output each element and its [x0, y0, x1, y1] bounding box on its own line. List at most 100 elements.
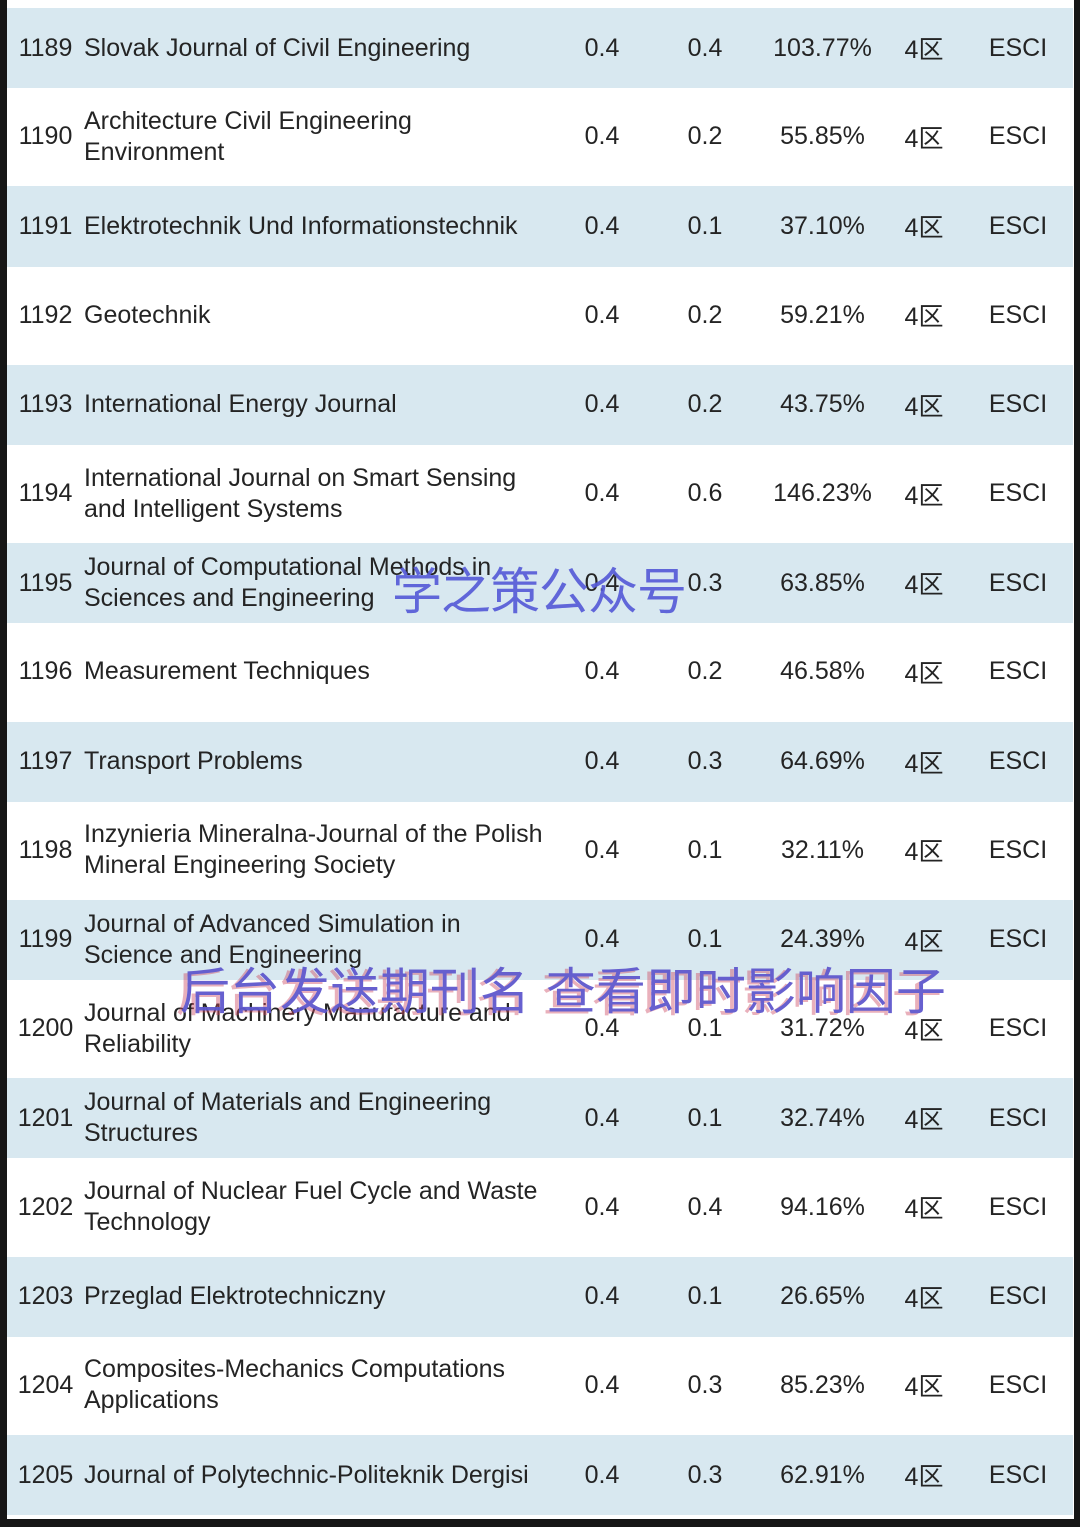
zone-cell: 4区 — [904, 927, 944, 956]
rank-cell: 1204 — [17, 1370, 74, 1399]
journal-name-cell: International Journal on Smart Sensing a… — [84, 463, 517, 523]
secondary-metric-cell: 0.3 — [687, 1370, 723, 1399]
secondary-metric-cell: 0.3 — [687, 568, 723, 597]
rank-cell: 1197 — [18, 747, 73, 776]
collection-cell: ESCI — [988, 300, 1048, 329]
collection-cell: ESCI — [988, 1014, 1048, 1043]
collection-cell: ESCI — [988, 479, 1048, 508]
impact-factor-cell: 0.4 — [584, 300, 620, 329]
table-row: 1202 Journal of Nuclear Fuel Cycle and Wa… — [7, 1162, 1073, 1251]
rank-cell: 1196 — [18, 657, 73, 686]
zone-cell: 4区 — [904, 303, 944, 332]
impact-factor-cell: 0.4 — [584, 1460, 620, 1489]
secondary-metric-cell: 0.3 — [687, 1460, 723, 1489]
zone-cell: 4区 — [904, 571, 944, 600]
table-row: 1190 Architecture Civil Engineering Envir… — [7, 92, 1073, 181]
journal-name-cell: Inzynieria Mineralna-Journal of the Poli… — [84, 820, 543, 880]
percentile-cell: 26.65% — [780, 1282, 865, 1311]
secondary-metric-cell: 0.2 — [687, 657, 723, 686]
secondary-metric-cell: 0.2 — [687, 390, 723, 419]
zone-cell: 4区 — [904, 838, 944, 867]
zone-cell: 4区 — [904, 749, 944, 778]
journal-name-cell: Architecture Civil Engineering Environme… — [84, 106, 412, 166]
percentile-cell: 32.11% — [781, 835, 864, 864]
journal-name-cell: Geotechnik — [84, 300, 211, 329]
percentile-cell: 63.85% — [780, 568, 865, 597]
secondary-metric-cell: 0.1 — [687, 835, 723, 864]
zone-cell: 4区 — [904, 481, 944, 510]
table-row: 1205 Journal of Polytechnic-Politeknik De… — [7, 1430, 1073, 1520]
table-row: 1196 Measurement Techniques 0.4 0.2 46.58% 4区… — [7, 627, 1073, 716]
table-row: 1193 International Energy Journal 0.4 0.2 43… — [7, 359, 1073, 449]
secondary-metric-cell: 0.1 — [687, 925, 723, 954]
table-row: 1200 Journal of Machinery Manufacture and… — [7, 984, 1073, 1073]
table-row: 1201 Journal of Materials and Engineering… — [7, 1073, 1073, 1163]
impact-factor-cell: 0.4 — [584, 925, 620, 954]
journal-name-cell: Journal of Polytechnic-Politeknik Dergis… — [84, 1460, 529, 1489]
zone-cell: 4区 — [904, 214, 944, 243]
secondary-metric-cell: 0.4 — [687, 33, 723, 62]
secondary-metric-cell: 0.2 — [687, 122, 723, 151]
journal-name-cell: Journal of Machinery Manufacture and Rel… — [84, 998, 511, 1058]
secondary-metric-cell: 0.4 — [687, 1192, 723, 1221]
journal-name-cell: Transport Problems — [84, 747, 303, 776]
rank-cell: 1202 — [17, 1192, 74, 1221]
table-row: 1198 Inzynieria Mineralna-Journal of the … — [7, 806, 1073, 895]
impact-factor-cell: 0.4 — [584, 1192, 620, 1221]
zone-cell: 4区 — [904, 392, 944, 421]
collection-cell: ESCI — [988, 122, 1048, 151]
collection-cell: ESCI — [988, 1370, 1048, 1399]
percentile-cell: 62.91% — [780, 1460, 865, 1489]
journal-name-cell: Journal of Nuclear Fuel Cycle and Waste … — [84, 1177, 538, 1237]
journal-name-cell: Composites-Mechanics Computations Applic… — [84, 1355, 506, 1415]
impact-factor-cell: 0.4 — [584, 657, 620, 686]
secondary-metric-cell: 0.6 — [687, 479, 723, 508]
bottom-edge-bar — [0, 1519, 1080, 1527]
secondary-metric-cell: 0.1 — [687, 1282, 723, 1311]
rank-cell: 1194 — [18, 479, 73, 508]
table-row: 1192 Geotechnik 0.4 0.2 59.21% 4区 ESCI — [7, 271, 1073, 360]
zone-cell: 4区 — [904, 1284, 944, 1313]
collection-cell: ESCI — [988, 568, 1048, 597]
right-edge-bar — [1074, 0, 1080, 1527]
zone-cell: 4区 — [904, 659, 944, 688]
impact-factor-cell: 0.4 — [584, 1282, 620, 1311]
rank-cell: 1189 — [18, 33, 73, 62]
percentile-cell: 24.39% — [780, 925, 865, 954]
rank-cell: 1193 — [18, 390, 73, 419]
zone-cell: 4区 — [904, 1106, 944, 1135]
collection-cell: ESCI — [988, 1192, 1048, 1221]
percentile-cell: 146.23% — [773, 479, 872, 508]
table-row: 1195 Journal of Computational Methods in … — [7, 538, 1073, 628]
percentile-cell: 59.21% — [780, 300, 865, 329]
secondary-metric-cell: 0.2 — [687, 300, 723, 329]
journal-table: 1189 Slovak Journal of Civil Engineering 0… — [7, 3, 1073, 1520]
rank-cell: 1200 — [17, 1014, 74, 1043]
impact-factor-cell: 0.4 — [584, 1103, 620, 1132]
zone-cell: 4区 — [904, 1373, 944, 1402]
percentile-cell: 31.72% — [780, 1014, 865, 1043]
journal-name-cell: International Energy Journal — [84, 390, 397, 419]
rank-cell: 1198 — [18, 835, 73, 864]
collection-cell: ESCI — [988, 1460, 1048, 1489]
rank-cell: 1192 — [18, 300, 73, 329]
percentile-cell: 94.16% — [780, 1192, 865, 1221]
collection-cell: ESCI — [988, 390, 1048, 419]
impact-factor-cell: 0.4 — [584, 835, 620, 864]
table-row: 1204 Composites-Mechanics Computations Ap… — [7, 1341, 1073, 1430]
table-row: 1191 Elektrotechnik Und Informationstechn… — [7, 181, 1073, 271]
rank-cell: 1195 — [18, 568, 73, 597]
table-row: 1203 Przeglad Elektrotechniczny 0.4 0.1 26.6… — [7, 1251, 1073, 1341]
secondary-metric-cell: 0.1 — [687, 211, 723, 240]
journal-name-cell: Measurement Techniques — [84, 657, 370, 686]
left-edge-bar — [0, 0, 7, 1527]
rank-cell: 1190 — [18, 122, 73, 151]
impact-factor-cell: 0.4 — [584, 1014, 620, 1043]
rank-cell: 1199 — [18, 925, 73, 954]
impact-factor-cell: 0.4 — [584, 1370, 620, 1399]
rank-cell: 1205 — [17, 1460, 74, 1489]
journal-name-cell: Slovak Journal of Civil Engineering — [84, 33, 471, 62]
journal-name-cell: Journal of Materials and Engineering Str… — [84, 1088, 492, 1148]
rank-cell: 1191 — [18, 211, 73, 240]
percentile-cell: 103.77% — [773, 33, 872, 62]
